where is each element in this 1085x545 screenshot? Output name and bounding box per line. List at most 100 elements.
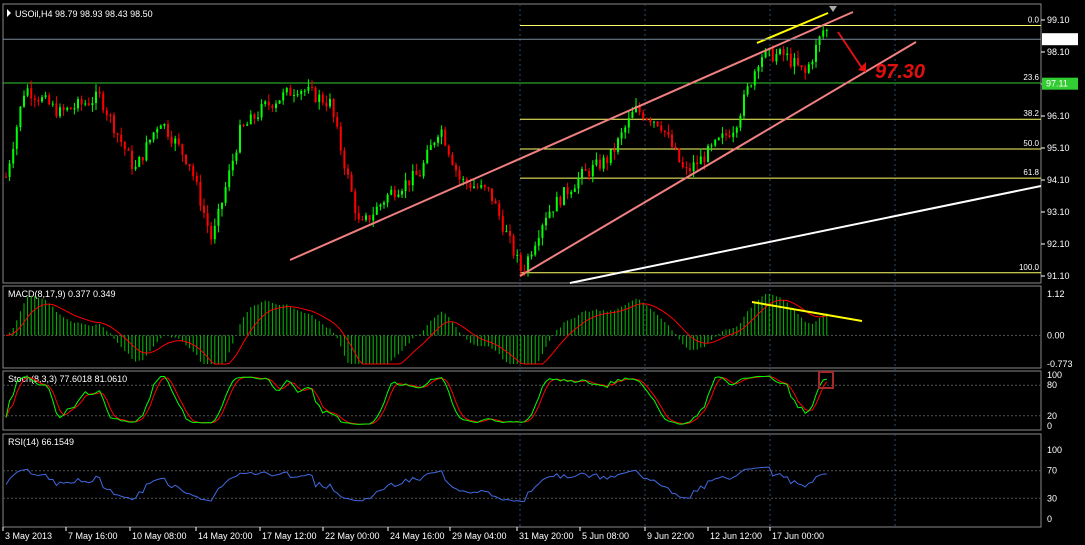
symbol-header-text: USOil,H4 98.79 98.93 98.43 98.50 bbox=[15, 9, 153, 19]
candle-body bbox=[613, 149, 616, 152]
candle-body bbox=[588, 170, 591, 177]
candle-body bbox=[717, 137, 720, 140]
stoch-tick-label: 100 bbox=[1047, 370, 1062, 380]
candle-body bbox=[419, 174, 421, 177]
candle-body bbox=[37, 99, 40, 102]
candle-body bbox=[437, 136, 439, 143]
candle-body bbox=[707, 146, 709, 163]
candle-body bbox=[98, 91, 101, 94]
candle-body bbox=[710, 145, 713, 147]
candle-body bbox=[314, 87, 317, 102]
candle-body bbox=[743, 94, 745, 116]
candle-body bbox=[775, 54, 778, 62]
candle-body bbox=[699, 156, 702, 165]
candle-body bbox=[455, 164, 457, 171]
bar-marker-icon bbox=[829, 6, 837, 12]
price-tick-label: 94.10 bbox=[1047, 175, 1070, 185]
candle-body bbox=[231, 160, 234, 171]
candle-body bbox=[599, 159, 601, 169]
candle-body bbox=[253, 114, 256, 119]
target-arrow-line bbox=[837, 31, 863, 69]
x-tick-label: 17 Jun 00:00 bbox=[772, 531, 824, 541]
candle-body bbox=[627, 117, 630, 128]
candle-body bbox=[12, 148, 15, 164]
candle-body bbox=[761, 57, 763, 67]
candle-body bbox=[685, 167, 688, 169]
candle-body bbox=[357, 213, 360, 220]
candle-body bbox=[620, 132, 623, 139]
candle-body bbox=[48, 95, 51, 105]
candle-body bbox=[195, 176, 198, 182]
candle-body bbox=[530, 254, 533, 257]
candle-body bbox=[473, 186, 475, 188]
candle-body bbox=[404, 180, 407, 192]
fib-level-label: 61.8 bbox=[1023, 168, 1039, 177]
candle-body bbox=[757, 66, 760, 72]
candle-body bbox=[577, 177, 580, 189]
candle-body bbox=[483, 185, 486, 188]
macd-signal-line bbox=[5, 299, 827, 365]
candle-body bbox=[177, 138, 180, 145]
candle-body bbox=[552, 211, 555, 213]
candle-body bbox=[537, 237, 540, 246]
x-tick-label: 14 May 20:00 bbox=[198, 531, 253, 541]
candle-body bbox=[451, 154, 454, 165]
candle-body bbox=[264, 101, 267, 105]
candle-body bbox=[491, 188, 493, 201]
candle-body bbox=[566, 187, 569, 195]
candle-body bbox=[185, 154, 187, 165]
candle-body bbox=[393, 189, 396, 197]
candle-body bbox=[321, 94, 324, 103]
candle-body bbox=[703, 156, 706, 163]
candle-body bbox=[645, 118, 648, 120]
candle-body bbox=[271, 105, 274, 109]
candle-body bbox=[163, 123, 166, 126]
target-arrow-head bbox=[858, 62, 866, 72]
candle-body bbox=[725, 133, 727, 136]
candle-body bbox=[581, 169, 583, 178]
candle-body bbox=[512, 236, 515, 256]
candle-body bbox=[192, 166, 195, 177]
candle-body bbox=[368, 215, 371, 221]
candle-body bbox=[429, 145, 432, 150]
current-price-box bbox=[1042, 33, 1078, 46]
candle-body bbox=[217, 208, 220, 226]
candle-body bbox=[325, 102, 328, 107]
candle-body bbox=[674, 146, 677, 149]
candle-body bbox=[782, 49, 785, 56]
candle-body bbox=[210, 226, 213, 240]
candle-body bbox=[383, 202, 385, 205]
candle-body bbox=[246, 124, 249, 126]
candle-body bbox=[228, 170, 231, 188]
stoch-tick-label: 0 bbox=[1047, 421, 1052, 431]
candle-body bbox=[102, 93, 105, 111]
candle-body bbox=[739, 115, 742, 128]
rsi-tick-label: 30 bbox=[1047, 493, 1057, 503]
candle-body bbox=[750, 85, 753, 87]
rsi-tick-label: 0 bbox=[1047, 514, 1052, 524]
candle-body bbox=[692, 162, 695, 172]
candle-body bbox=[800, 65, 803, 68]
candle-body bbox=[80, 99, 83, 105]
candle-body bbox=[807, 64, 810, 73]
candle-body bbox=[224, 187, 227, 203]
candle-body bbox=[365, 215, 367, 220]
candle-body bbox=[33, 98, 36, 100]
candle-body bbox=[347, 168, 349, 175]
price-pane-border bbox=[2, 3, 1042, 284]
symbol-arrow-icon bbox=[7, 9, 11, 17]
candle-body bbox=[822, 30, 825, 37]
candle-body bbox=[656, 121, 659, 126]
candle-body bbox=[786, 53, 789, 56]
candle-body bbox=[411, 171, 414, 186]
price-tick-label: 96.10 bbox=[1047, 111, 1070, 121]
candle-body bbox=[519, 254, 522, 272]
candle-body bbox=[213, 225, 216, 240]
candle-body bbox=[721, 133, 724, 138]
channel-lower-line bbox=[519, 41, 917, 277]
candle-body bbox=[41, 97, 43, 102]
candle-body bbox=[444, 129, 447, 146]
candle-body bbox=[239, 124, 241, 153]
stoch-highlight-box bbox=[818, 371, 834, 389]
